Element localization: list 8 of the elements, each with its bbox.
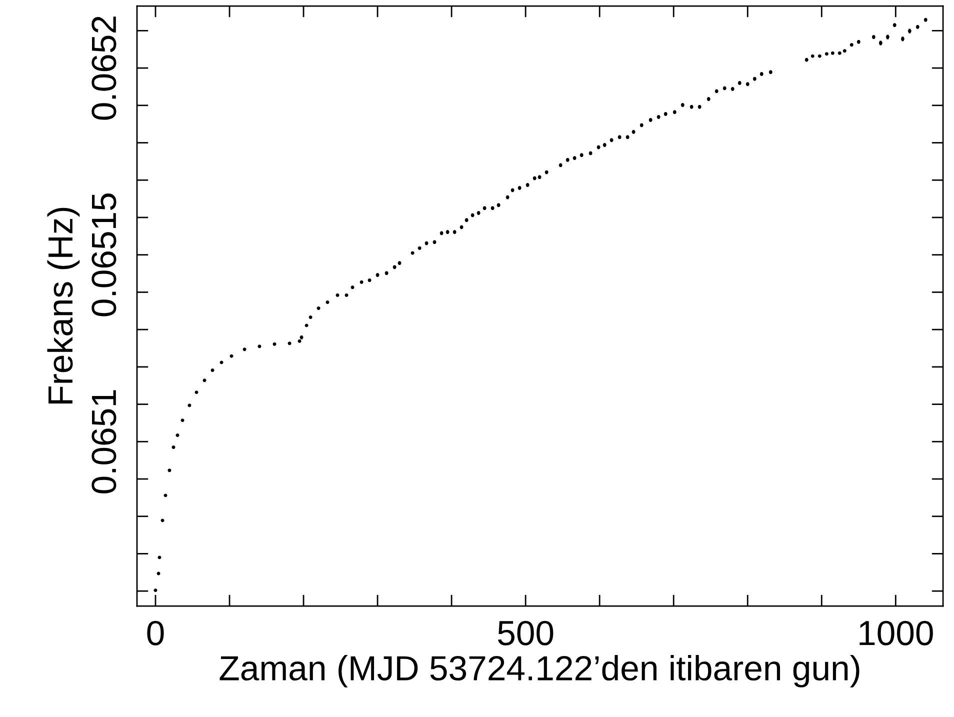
y-axis-title: Frekans (Hz)	[47, 208, 80, 404]
y-tick-label: 0.0651	[92, 390, 116, 494]
x-tick-label: 500	[498, 620, 554, 646]
x-tick-label: 1000	[860, 620, 933, 646]
y-tick-label: 0.0652	[92, 16, 116, 120]
x-tick-label: 0	[147, 620, 164, 646]
y-tick-label: 0.06515	[92, 194, 116, 316]
x-axis-title: Zaman (MJD 53724.122’den itibaren gun)	[220, 655, 860, 688]
